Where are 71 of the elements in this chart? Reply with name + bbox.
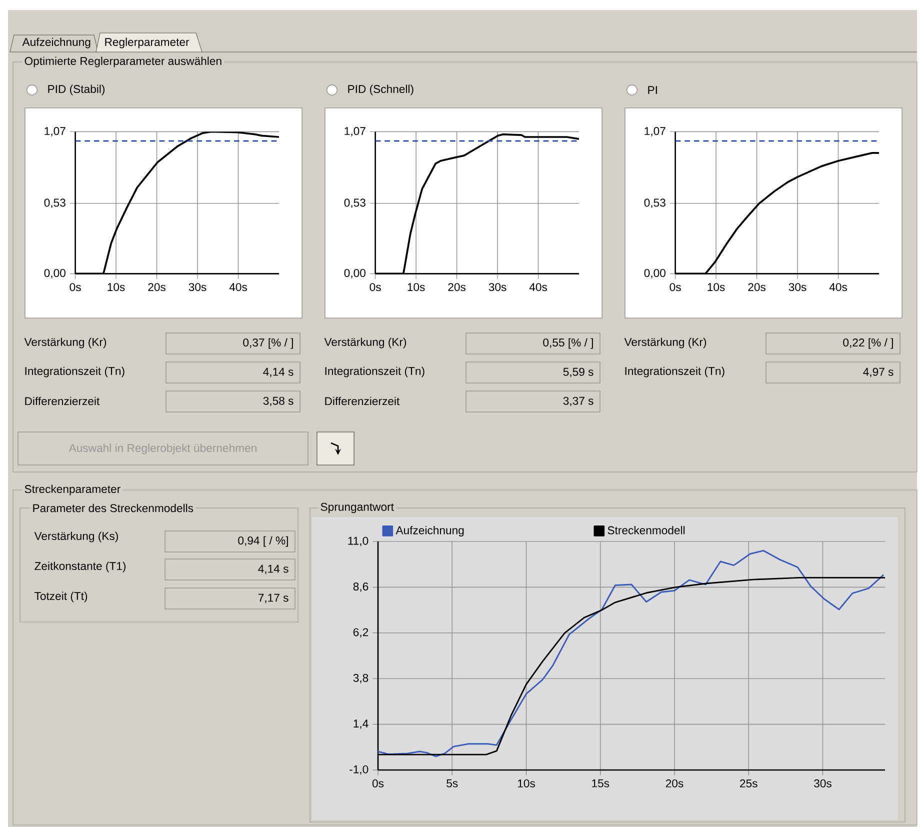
x-tick-label: 30s (788, 283, 806, 292)
chart-title: Sprungantwort (320, 502, 394, 514)
text: Verstärkung (Kr) (324, 338, 406, 348)
x-tick-label: 0s (70, 283, 81, 292)
text: Verstärkung (Ks) (34, 532, 118, 542)
text: 3,58 s (263, 396, 294, 406)
y-tick-label: 0,53 (644, 198, 666, 208)
text: Reglerparameter (105, 38, 190, 48)
text: Optimierte Reglerparameter auswählen (24, 56, 222, 68)
text: 0,94 [ / %] (238, 536, 288, 547)
text: 5,59 s (563, 368, 594, 378)
text: 0,37 [% / ] (243, 338, 293, 349)
x-tick-label: 20s (748, 283, 766, 292)
x-tick-label: 30s (814, 779, 832, 788)
y-tick-label: -1,0 (350, 765, 368, 775)
text: Integrationszeit (Tn) (625, 366, 724, 378)
text: 0,22 [% / ] (843, 338, 893, 349)
chart-title: PID (Schnell) (348, 84, 414, 96)
x-tick-label: 0s (370, 283, 381, 292)
legend-label: Streckenmodell (608, 526, 685, 534)
x-tick-label: 10s (108, 283, 125, 292)
y-tick-label: 0,00 (344, 269, 366, 278)
y-tick-label: 0,00 (44, 269, 66, 278)
y-tick-label: 3,8 (353, 674, 368, 684)
text: Differenzierzeit (325, 396, 400, 406)
text: 4,14 s (263, 368, 294, 378)
x-tick-label: 10s (408, 283, 425, 292)
text: Verstärkung (Kr) (24, 338, 106, 348)
text: 3,37 s (563, 396, 594, 406)
x-tick-label: 10s (708, 283, 725, 292)
text: Streckenparameter (24, 484, 120, 496)
x-tick-label: 30s (188, 283, 206, 292)
text: Integrationszeit (Tn) (25, 366, 124, 378)
y-tick-label: 1,07 (44, 127, 66, 136)
y-tick-label: 0,53 (344, 198, 366, 208)
text: Integrationszeit (Tn) (325, 366, 424, 378)
y-tick-label: 0,00 (644, 269, 666, 278)
y-tick-label: 8,6 (353, 582, 368, 592)
text: Parameter des Streckenmodells (33, 504, 194, 512)
x-tick-label: 10s (518, 779, 535, 788)
y-tick-label: 0,53 (44, 198, 66, 208)
x-tick-label: 40s (829, 283, 847, 292)
x-tick-label: 20s (148, 283, 166, 292)
x-tick-label: 30s (488, 283, 506, 292)
x-tick-label: 0s (372, 779, 384, 788)
text: Zeitkonstante (T1) (34, 562, 126, 572)
chart-title: PID (Stabil) (48, 84, 104, 96)
y-tick-label: 1,4 (354, 720, 368, 729)
x-tick-label: 20s (448, 283, 466, 292)
x-tick-label: 25s (740, 779, 758, 788)
y-tick-label: 11,0 (348, 536, 368, 546)
y-tick-label: 6,2 (353, 628, 368, 638)
chart-title: PI (648, 86, 657, 94)
text: 4,97 s (863, 368, 894, 378)
x-tick-label: 40s (229, 283, 247, 292)
x-tick-label: 40s (529, 283, 547, 292)
y-tick-label: 1,07 (344, 127, 366, 136)
text: Differenzierzeit (25, 396, 100, 406)
x-tick-label: 15s (592, 779, 610, 788)
text: Auswahl in Reglerobjekt übernehmen (68, 444, 256, 454)
y-tick-label: 1,07 (644, 127, 666, 136)
x-tick-label: 5s (446, 779, 458, 788)
text: Totzeit (Tt) (34, 592, 88, 602)
text: Aufzeichnung (22, 38, 90, 48)
text: 0,55 [% / ] (543, 338, 593, 349)
text: Verstärkung (Kr) (624, 338, 706, 348)
legend-label: Aufzeichnung (396, 526, 464, 537)
x-tick-label: 0s (670, 283, 681, 292)
x-tick-label: 20s (666, 779, 684, 788)
text: 4,14 s (258, 564, 288, 574)
text: 7,17 s (258, 594, 288, 604)
